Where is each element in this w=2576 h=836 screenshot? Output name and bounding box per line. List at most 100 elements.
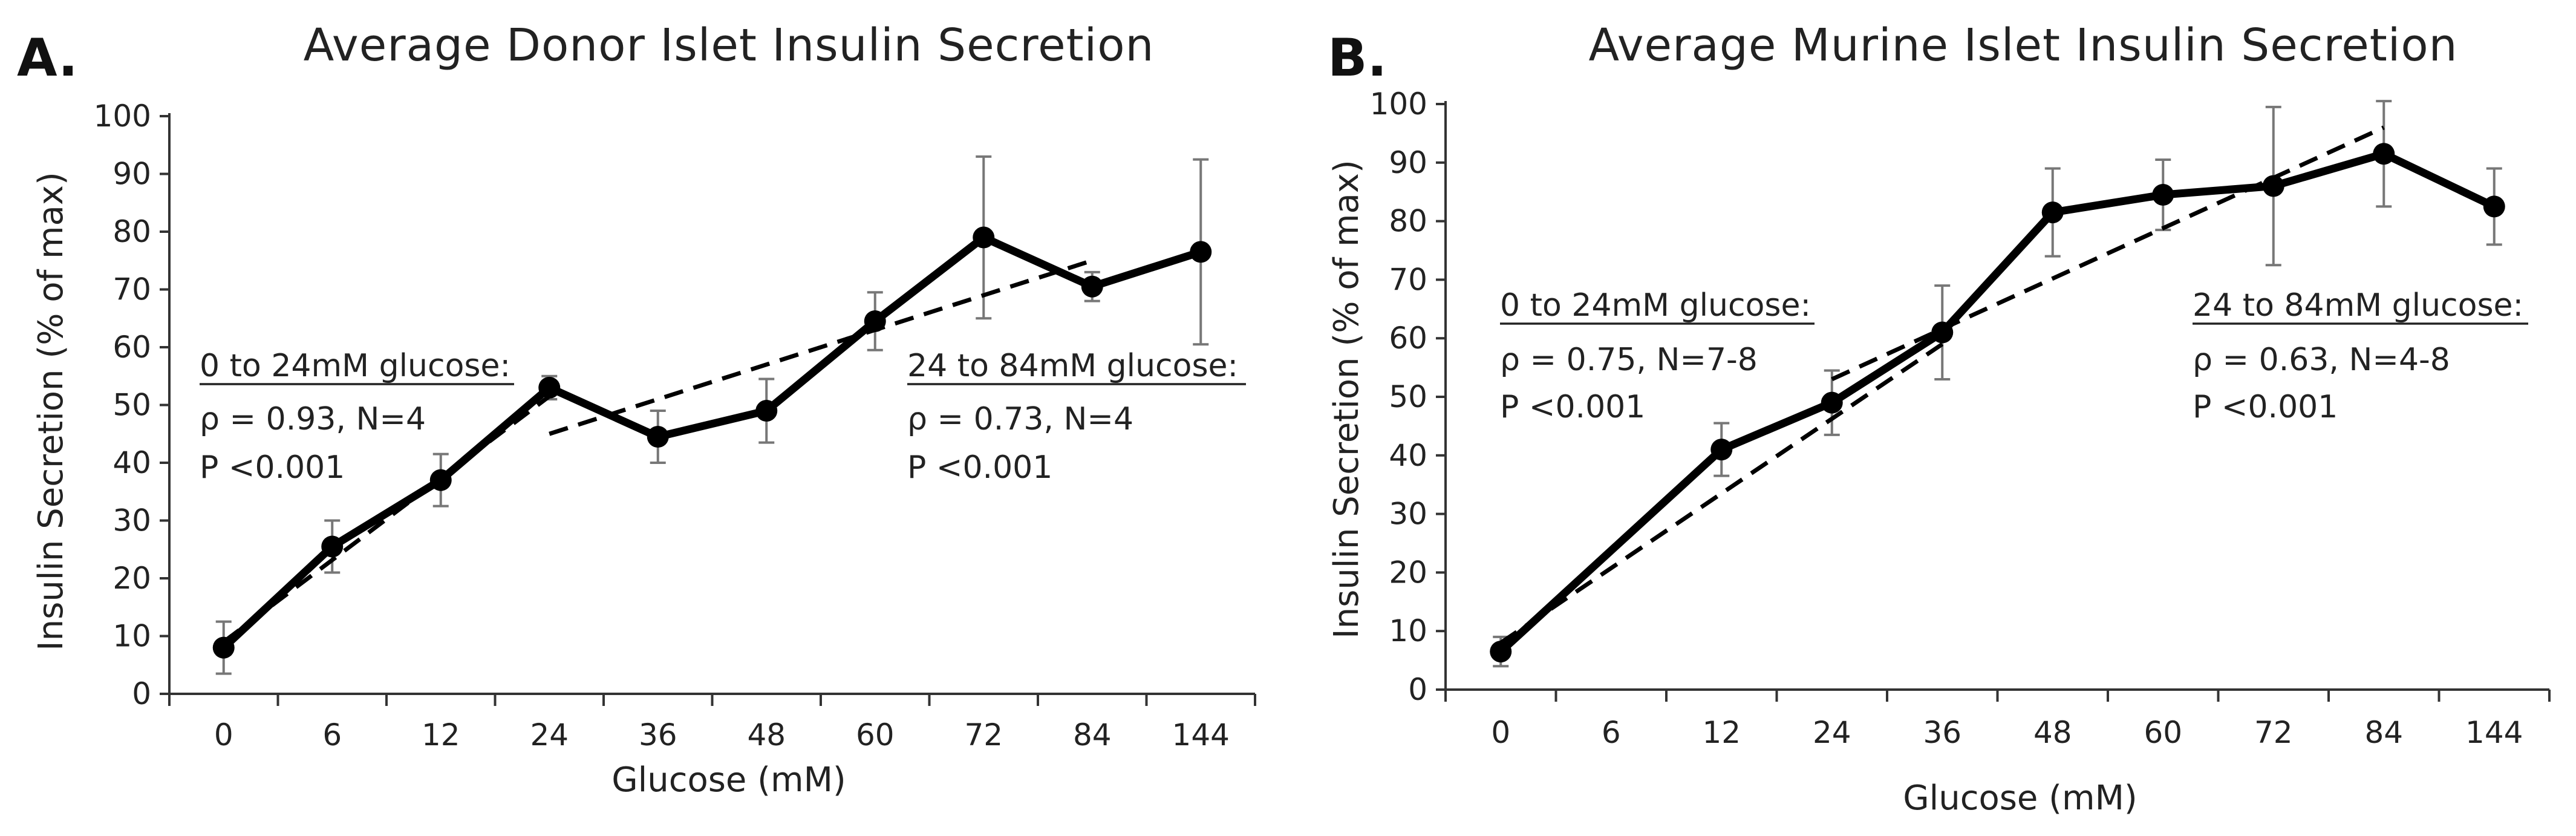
- panel-a-data-point: [864, 310, 886, 333]
- panel-a-y-axis-label: Insulin Secretion (% of max): [31, 172, 71, 651]
- panel-b-x-ticks: 0 6 12 24 36 48 60 72 84 144: [1444, 690, 2551, 750]
- panel-b-annot-high-line2: P <0.001: [2193, 389, 2338, 425]
- panel-b-x-tick-label: 48: [2033, 715, 2072, 750]
- panel-a-x-axis-label: Glucose (mM): [611, 760, 846, 800]
- panel-b-x-tick-label: 6: [1602, 715, 1621, 750]
- panel-a-series: [221, 233, 1202, 651]
- panel-b-chart: B. Average Murine Islet Insulin Secretio…: [1327, 19, 2551, 818]
- panel-b-y-tick-label: 20: [1389, 555, 1427, 590]
- panel-b-axes: [1444, 101, 2549, 691]
- panel-b-x-tick-label: 60: [2144, 715, 2182, 750]
- panel-b-x-tick-label: 0: [1491, 715, 1510, 750]
- panel-a-x-tick-label: 12: [422, 717, 460, 753]
- panel-b-annotation-low: 0 to 24mM glucose: ρ = 0.75, N=7-8 P <0.…: [1500, 287, 1815, 425]
- panel-b-data-point: [2041, 201, 2064, 224]
- panel-a-label: A.: [17, 28, 78, 88]
- panel-b-trend-lines: [1499, 125, 2385, 645]
- panel-a-x-tick-label: 24: [530, 717, 569, 753]
- panel-b-error-bars: [1493, 100, 2502, 668]
- panel-a-series-line: [221, 233, 1202, 651]
- panel-b-data-point: [2373, 143, 2395, 165]
- panel-a-y-tick-label: 20: [112, 561, 151, 596]
- panel-a-data-point: [1081, 275, 1103, 298]
- panel-b-y-axis-label: Insulin Secretion (% of max): [1327, 160, 1366, 639]
- panel-a-x-tick-label: 72: [964, 717, 1003, 753]
- panel-b-y-tick-label: 60: [1389, 321, 1427, 356]
- panel-a-annotation-high: 24 to 84mM glucose: ρ = 0.73, N=4 P <0.0…: [907, 348, 1246, 486]
- panel-b-x-tick-label: 12: [1702, 715, 1741, 750]
- panel-b-y-tick-label: 10: [1389, 613, 1427, 648]
- panel-b-label: B.: [1328, 28, 1387, 88]
- panel-a-annot-low-line1: ρ = 0.93, N=4: [200, 401, 426, 437]
- panel-b-y-tick-label: 90: [1389, 145, 1427, 180]
- panel-a-y-tick-label: 80: [112, 214, 151, 249]
- panel-a-x-ticks: 0 6 12 24 36 48 60 72 84 144: [168, 694, 1256, 753]
- panel-b-data-point: [1931, 321, 1954, 344]
- panel-b-annot-low-line1: ρ = 0.75, N=7-8: [1500, 342, 1758, 378]
- panel-b-y-ticks: 0 10 20 30 40 50 60 70 80 90 100: [1370, 87, 1446, 707]
- panel-a-title: Average Donor Islet Insulin Secretion: [304, 19, 1155, 71]
- panel-a-y-tick-label: 100: [94, 99, 151, 134]
- panel-b-annot-low-line2: P <0.001: [1500, 389, 1645, 425]
- panel-b-data-point: [2262, 175, 2284, 197]
- panel-a-x-tick-label: 0: [214, 717, 233, 753]
- panel-a-chart: A. Average Donor Islet Insulin Secretion…: [17, 19, 1256, 800]
- panel-a-data-point: [1190, 241, 1212, 263]
- panel-b-y-tick-label: 30: [1389, 497, 1427, 532]
- panel-a-data-point: [212, 636, 235, 659]
- panel-a-data-point: [429, 469, 452, 491]
- panel-b-x-tick-label: 72: [2254, 715, 2293, 750]
- panel-b-y-tick-label: 80: [1389, 204, 1427, 239]
- panel-a-points: [212, 226, 1212, 659]
- panel-a-y-tick-label: 50: [112, 388, 151, 423]
- panel-a-data-point: [538, 376, 561, 399]
- panel-a-data-point: [973, 226, 995, 249]
- panel-b-data-point: [1710, 439, 1733, 461]
- panel-a-y-tick-label: 30: [112, 503, 151, 538]
- panel-a-annot-low-line2: P <0.001: [200, 449, 345, 486]
- panel-a-annot-high-line1: ρ = 0.73, N=4: [907, 401, 1133, 437]
- panel-b-x-tick-label: 144: [2465, 715, 2523, 750]
- panel-b-x-tick-label: 36: [1923, 715, 1961, 750]
- panel-a-y-tick-label: 0: [132, 676, 151, 711]
- panel-b-annot-high-line1: ρ = 0.63, N=4-8: [2193, 342, 2450, 378]
- panel-a-x-tick-label: 84: [1073, 717, 1112, 753]
- panel-a-axes: [168, 113, 1255, 695]
- panel-b-points: [1490, 143, 2505, 663]
- panel-a-y-tick-label: 40: [112, 445, 151, 480]
- panel-b-title: Average Murine Islet Insulin Secretion: [1588, 19, 2457, 71]
- panel-a-x-tick-label: 60: [856, 717, 895, 753]
- panel-b-x-axis-label: Glucose (mM): [1903, 779, 2137, 818]
- panel-a-y-tick-label: 10: [112, 619, 151, 654]
- panel-a-annot-low-title: 0 to 24mM glucose:: [200, 348, 510, 384]
- panel-a-data-point: [755, 400, 778, 422]
- panel-b-x-tick-label: 84: [2364, 715, 2403, 750]
- panel-b-x-tick-label: 24: [1813, 715, 1851, 750]
- panel-a-x-tick-label: 6: [322, 717, 342, 753]
- panel-b-data-point: [2152, 184, 2174, 206]
- panel-b-data-point: [1821, 391, 1843, 414]
- panel-b-annot-low-title: 0 to 24mM glucose:: [1500, 287, 1811, 324]
- panel-a-y-ticks: 0 10 20 30 40 50 60 70 80 90 100: [94, 99, 169, 711]
- panel-b-y-tick-label: 40: [1389, 438, 1427, 473]
- panel-a-y-tick-label: 90: [112, 157, 151, 192]
- panel-a-data-point: [321, 535, 344, 558]
- panel-a-annot-high-title: 24 to 84mM glucose:: [907, 348, 1238, 384]
- panel-a-y-tick-label: 60: [112, 330, 151, 365]
- panel-b-annot-high-title: 24 to 84mM glucose:: [2193, 287, 2523, 324]
- panel-a-x-tick-label: 144: [1172, 717, 1230, 753]
- panel-a-annotation-low: 0 to 24mM glucose: ρ = 0.93, N=4 P <0.00…: [200, 348, 514, 486]
- panel-a-trend-line-high: [549, 258, 1093, 436]
- panel-b-series: [1498, 149, 2496, 655]
- panel-b-data-point: [1490, 641, 1512, 663]
- panel-a-x-tick-label: 36: [639, 717, 677, 753]
- panel-b-y-tick-label: 0: [1408, 672, 1427, 707]
- panel-a-annot-high-line2: P <0.001: [907, 449, 1052, 486]
- panel-a-x-tick-label: 48: [747, 717, 786, 753]
- panel-a-y-tick-label: 70: [112, 272, 151, 307]
- panel-b-trend-line-high: [1831, 125, 2385, 382]
- panel-b-y-tick-label: 100: [1370, 87, 1427, 122]
- panel-b-series-line: [1498, 149, 2496, 655]
- panel-a-data-point: [647, 426, 669, 448]
